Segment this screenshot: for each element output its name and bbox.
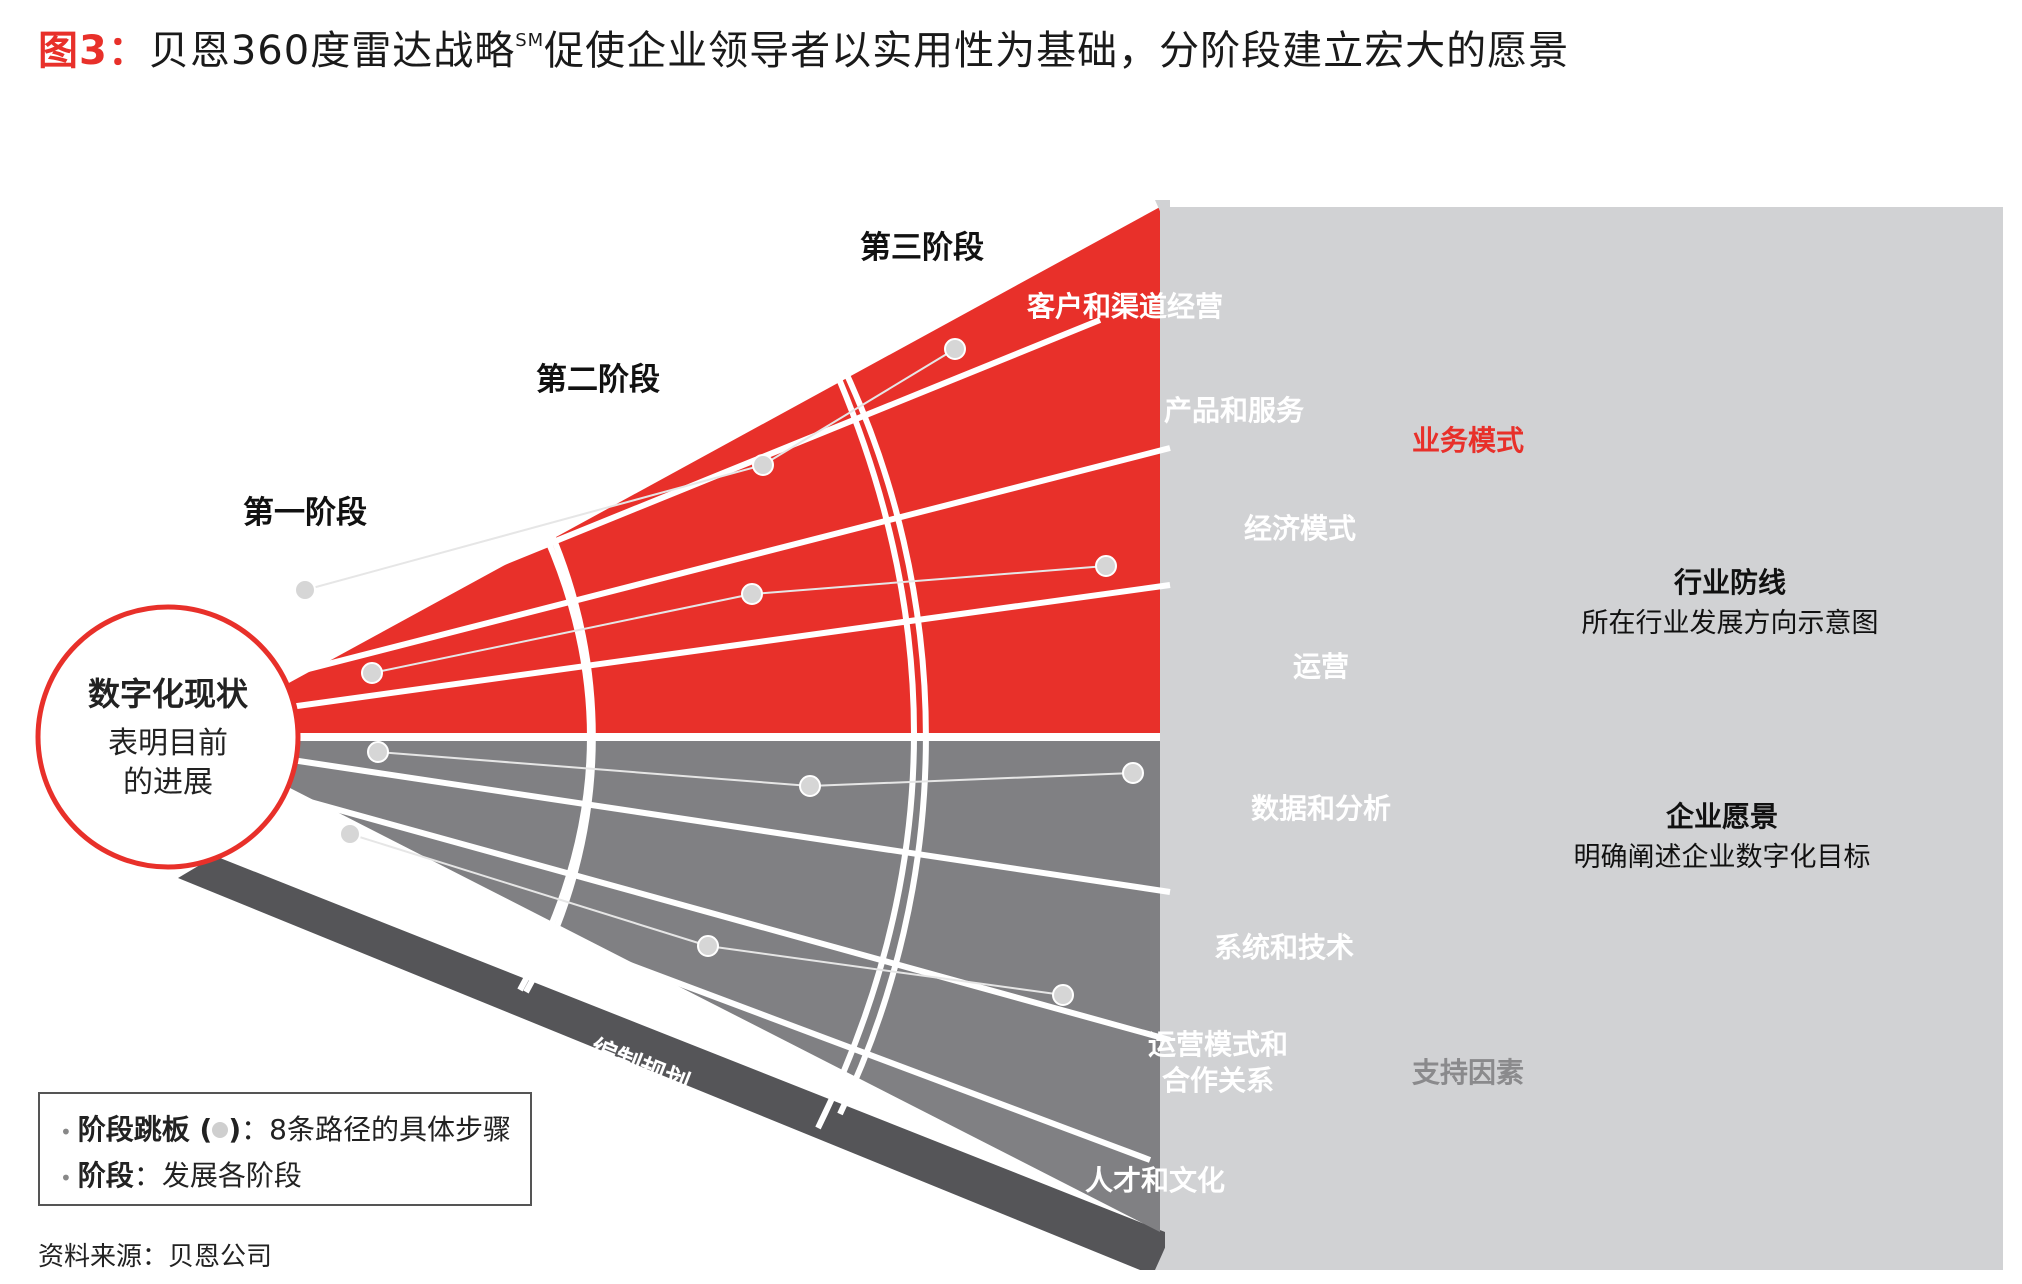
path-label-customer-channel: 客户和渠道经营 xyxy=(1027,290,1223,323)
legend-box: • 阶段跳板 ()：8条路径的具体步骤 • 阶段：发展各阶段 xyxy=(38,1092,532,1206)
path-label-operating-model-line1: 运营模式和 xyxy=(1148,1028,1288,1061)
springboard-dot xyxy=(944,338,966,360)
separator-line xyxy=(273,317,1102,658)
separator-line xyxy=(284,792,1171,1043)
bullet-icon: • xyxy=(60,1120,72,1144)
frontier-subtext: 所在行业发展方向示意图 xyxy=(1582,608,1879,639)
current-state-circle xyxy=(35,604,301,870)
path-label-products-services: 产品和服务 xyxy=(1164,394,1304,427)
path-separators xyxy=(268,317,1171,1163)
stage-arc xyxy=(517,482,593,992)
planning-base xyxy=(178,856,1165,1270)
legend-springboard-close: ) xyxy=(228,1113,242,1146)
group-label-business: 业务模式 xyxy=(1412,424,1524,457)
springboard-dot xyxy=(367,741,389,763)
title-superscript: SM xyxy=(515,30,545,51)
legend-springboard-desc: ：8条路径的具体步骤 xyxy=(241,1113,511,1146)
separator-line xyxy=(291,757,1171,895)
springboard-dots xyxy=(294,338,1144,1006)
figure-number: 图3： xyxy=(38,28,149,74)
springboard-dot xyxy=(752,454,774,476)
source-note: 资料来源：贝恩公司 xyxy=(38,1242,273,1272)
legend-stage-desc: ：发展各阶段 xyxy=(133,1159,302,1192)
figure-title: 图3：贝恩360度雷达战略SM促使企业领导者以实用性为基础，分阶段建立宏大的愿景 xyxy=(38,18,1569,76)
bullet-icon: • xyxy=(60,1166,72,1190)
springboard-dot-icon xyxy=(212,1122,229,1138)
springboard-dot xyxy=(697,935,719,957)
separator-line xyxy=(284,445,1171,678)
legend-item-springboard: • 阶段跳板 ()：8条路径的具体步骤 xyxy=(60,1108,530,1154)
stage-arcs xyxy=(517,330,929,1130)
group-label-support: 支持因素 xyxy=(1412,1056,1524,1089)
path-label-operating-model-line2: 合作关系 xyxy=(1162,1064,1274,1097)
current-state-line1: 表明目前 xyxy=(108,726,228,761)
stage-label-3: 第三阶段 xyxy=(860,230,984,266)
legend-stage-term: 阶段 xyxy=(77,1159,134,1192)
vision-subtext: 明确阐述企业数字化目标 xyxy=(1574,842,1871,873)
vision-panel xyxy=(1160,207,2003,1270)
path-label-talent-culture: 人才和文化 xyxy=(1085,1164,1225,1197)
outer-arc-mask xyxy=(1155,200,1273,1270)
stage-arc xyxy=(815,330,917,1130)
springboard-dot xyxy=(361,662,383,684)
springboard-dot xyxy=(741,583,763,605)
stage-arc xyxy=(837,358,929,1116)
path-label-systems-technology: 系统和技术 xyxy=(1214,931,1354,964)
springboard-dot xyxy=(799,775,821,797)
vision-heading: 企业愿景 xyxy=(1666,800,1778,833)
title-main: 贝恩360度雷达战略 xyxy=(148,28,516,74)
springboard-dot xyxy=(294,579,316,601)
legend-springboard-term: 阶段跳板 ( xyxy=(77,1113,213,1146)
frontier-heading: 行业防线 xyxy=(1673,566,1786,599)
stage-label-1: 第一阶段 xyxy=(243,495,367,531)
springboard-dot xyxy=(1052,984,1074,1006)
path-label-economic-model: 经济模式 xyxy=(1244,512,1356,545)
business-sector xyxy=(190,207,1160,737)
stage-label-2: 第二阶段 xyxy=(536,362,660,398)
legend-item-stage: • 阶段：发展各阶段 xyxy=(60,1154,530,1200)
path-label-data-analytics: 数据和分析 xyxy=(1251,792,1391,825)
springboard-dot xyxy=(339,823,361,845)
path-label-operations: 运营 xyxy=(1293,650,1349,683)
separator-line xyxy=(289,582,1171,710)
current-state-line2: 的进展 xyxy=(123,765,213,800)
springboard-dot xyxy=(1122,762,1144,784)
title-rest: 促使企业领导者以实用性为基础，分阶段建立宏大的愿景 xyxy=(544,28,1570,74)
separator-line xyxy=(268,827,1152,1163)
current-state-heading: 数字化现状 xyxy=(88,675,249,713)
springboard-dot xyxy=(1095,555,1117,577)
